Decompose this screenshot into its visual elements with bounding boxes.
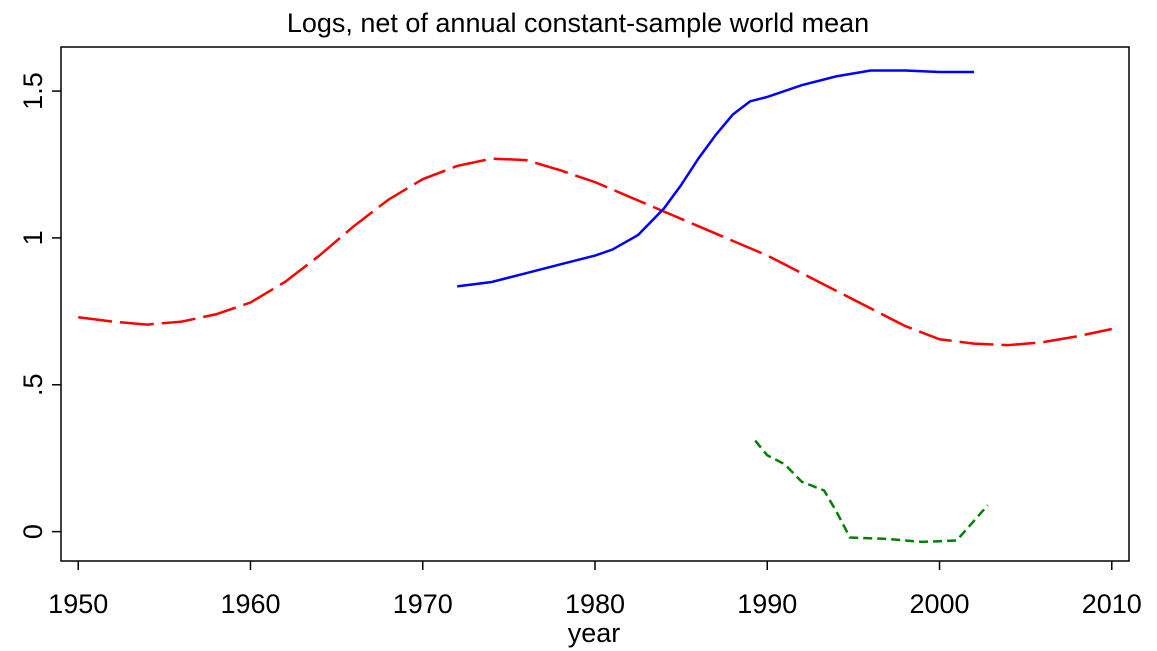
x-tick-label: 1980 <box>565 589 625 619</box>
x-tick-label: 1990 <box>737 589 797 619</box>
x-tick-label: 1960 <box>220 589 280 619</box>
series-line <box>78 157 1113 347</box>
x-tick-label: 2000 <box>909 589 969 619</box>
y-tick-label: 1 <box>18 230 48 245</box>
x-axis-label: year <box>568 618 621 648</box>
x-tick-label: 1970 <box>393 589 453 619</box>
x-tick-label: 2010 <box>1082 589 1142 619</box>
chart-title: Logs, net of annual constant-sample worl… <box>287 8 869 38</box>
y-tick-label: 1.5 <box>18 72 48 110</box>
series-line <box>754 439 989 544</box>
x-tick-label: 1950 <box>48 589 108 619</box>
y-tick-label: .5 <box>18 374 48 397</box>
series-line <box>457 69 974 288</box>
y-tick-label: 0 <box>18 524 48 539</box>
